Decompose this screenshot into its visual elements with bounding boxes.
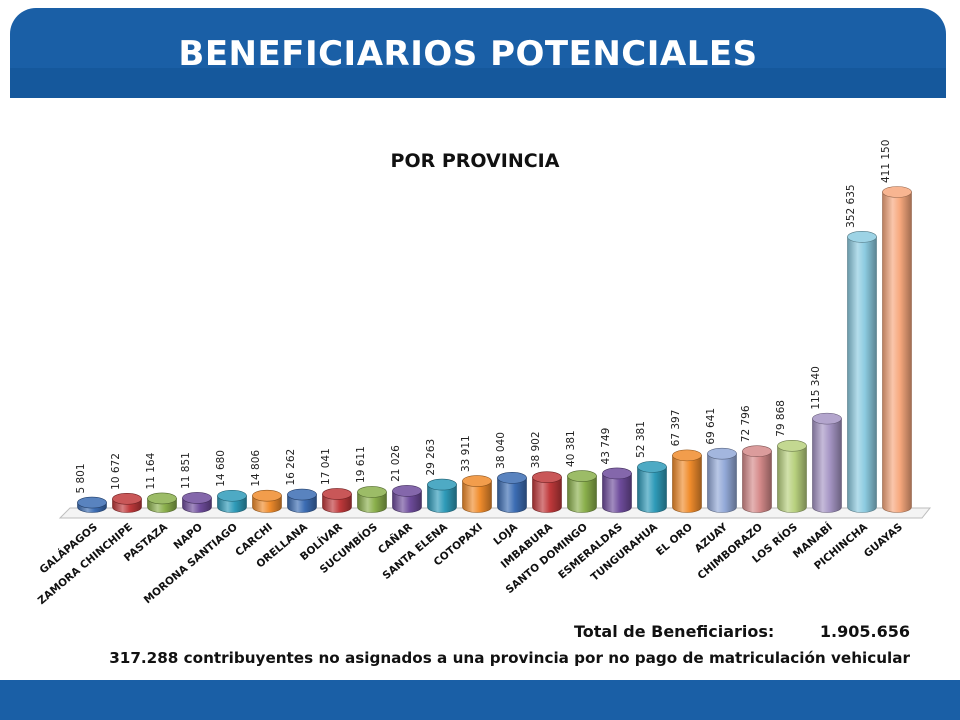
value-label-20: 72 796 [740, 405, 752, 442]
value-label-4: 11 851 [180, 452, 192, 489]
category-label-24: GUAYAS [862, 521, 905, 560]
header-bar [10, 8, 946, 98]
value-label-21: 79 868 [775, 400, 787, 437]
total-value: 1.905.656 [819, 622, 910, 641]
unassigned-note: 317.288 contribuyentes no asignados a un… [109, 649, 910, 667]
value-label-3: 11 164 [145, 452, 157, 489]
bar-16 [602, 467, 632, 513]
value-label-19: 69 641 [705, 408, 717, 445]
value-label-24: 411 150 [880, 140, 892, 183]
bar-24 [882, 186, 912, 513]
bar-7 [287, 488, 317, 513]
bar-15 [567, 470, 597, 513]
category-label-1: GALÁPAGOS [37, 520, 100, 576]
bar-8 [322, 488, 352, 513]
category-label-9: SUCUMBÍOS [317, 520, 380, 576]
bar-1 [77, 496, 107, 513]
footer-bar [0, 680, 960, 720]
value-label-5: 14 680 [215, 450, 227, 487]
value-label-14: 38 902 [530, 431, 542, 468]
value-label-1: 5 801 [75, 463, 87, 493]
bar-19 [707, 447, 737, 513]
bar-22 [812, 412, 842, 513]
value-label-16: 43 749 [600, 428, 612, 465]
value-label-11: 29 263 [425, 439, 437, 476]
value-label-9: 19 611 [355, 446, 367, 483]
total-row: Total de Beneficiarios: 1.905.656 [574, 622, 910, 641]
bar-11 [427, 478, 457, 513]
value-label-12: 33 911 [460, 435, 472, 472]
bar-13 [497, 472, 527, 513]
value-label-2: 10 672 [110, 453, 122, 490]
value-label-7: 16 262 [285, 449, 297, 486]
value-label-10: 21 026 [390, 445, 402, 482]
bar-23 [847, 231, 877, 513]
chart-title: POR PROVINCIA [390, 150, 560, 172]
bar-5 [217, 489, 247, 513]
value-label-22: 115 340 [810, 366, 822, 409]
bar-4 [182, 492, 212, 513]
value-label-6: 14 806 [250, 450, 262, 487]
value-label-13: 38 040 [495, 432, 507, 469]
bar-20 [742, 445, 772, 513]
value-label-15: 40 381 [565, 430, 577, 467]
value-label-17: 52 381 [635, 421, 647, 458]
value-label-8: 17 041 [320, 448, 332, 485]
value-label-18: 67 397 [670, 410, 682, 447]
page-title: BENEFICIARIOS POTENCIALES [178, 34, 758, 74]
bar-14 [532, 471, 562, 513]
bar-12 [462, 475, 492, 513]
bar-21 [777, 440, 807, 513]
value-label-23: 352 635 [845, 184, 857, 227]
bar-6 [252, 489, 282, 513]
bar-10 [392, 485, 422, 513]
category-label-13: LOJA [491, 521, 520, 548]
category-label-18: EL ORO [654, 521, 695, 558]
bar-2 [112, 493, 142, 513]
bar-9 [357, 486, 387, 513]
bar-17 [637, 461, 667, 513]
bar-3 [147, 492, 177, 513]
bar-18 [672, 449, 702, 513]
total-label: Total de Beneficiarios: [573, 622, 775, 641]
